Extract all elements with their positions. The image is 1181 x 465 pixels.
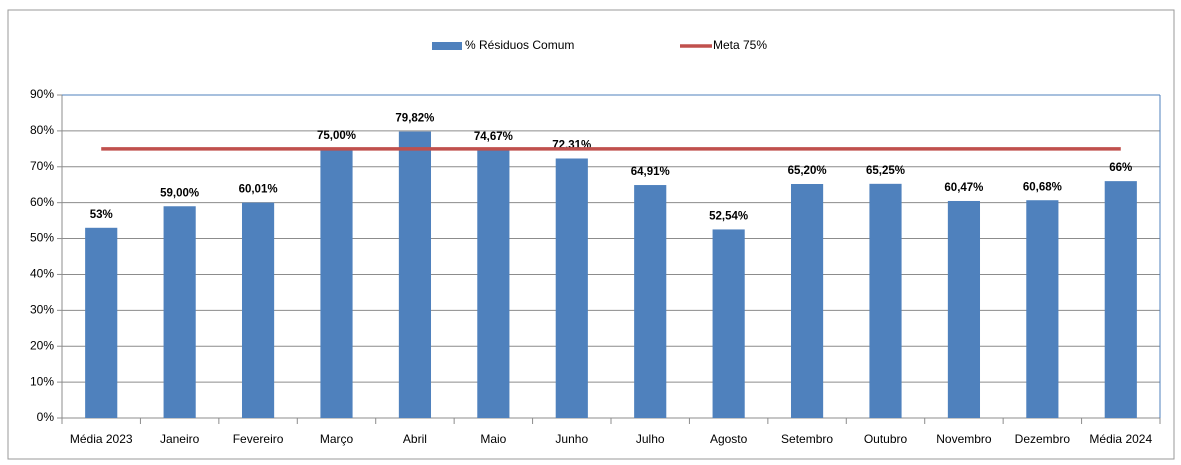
bar: [1026, 200, 1059, 418]
value-label: 66%: [1109, 162, 1132, 174]
bar: [398, 131, 432, 418]
value-label: 60,47%: [944, 182, 983, 194]
x-tick-label: Outubro: [864, 432, 908, 446]
y-tick-label: 40%: [30, 267, 54, 281]
x-tick-label: Dezembro: [1015, 432, 1071, 446]
value-label: 65,25%: [866, 165, 905, 177]
x-tick-label: Fevereiro: [233, 432, 284, 446]
y-tick-label: 80%: [30, 123, 54, 137]
value-label: 60,68%: [1023, 181, 1062, 193]
y-tick-label: 0%: [37, 410, 55, 424]
bar: [555, 158, 588, 419]
legend-swatch: [432, 42, 462, 50]
y-tick-label: 70%: [30, 159, 54, 173]
x-tick-label: Julho: [636, 432, 665, 446]
bar: [163, 206, 196, 418]
bar: [634, 185, 667, 418]
y-tick-label: 10%: [30, 374, 54, 388]
y-tick-label: 50%: [30, 231, 54, 245]
x-tick-label: Média 2024: [1089, 432, 1152, 446]
bar: [790, 184, 824, 418]
x-tick-label: Junho: [555, 432, 588, 446]
value-label: 60,01%: [239, 184, 278, 196]
bar: [320, 148, 353, 419]
bar: [85, 227, 118, 418]
bar: [241, 202, 275, 418]
value-label: 59,00%: [160, 187, 199, 199]
x-tick-label: Agosto: [710, 432, 748, 446]
y-tick-label: 90%: [30, 87, 54, 101]
x-tick-label: Abril: [403, 432, 427, 446]
value-label: 52,54%: [709, 210, 748, 222]
bar: [1104, 181, 1137, 418]
x-tick-label: Maio: [480, 432, 506, 446]
value-label: 65,20%: [788, 165, 827, 177]
y-tick-label: 20%: [30, 338, 54, 352]
value-label: 53%: [90, 209, 113, 221]
bar: [869, 183, 902, 418]
bar: [477, 150, 510, 418]
value-label: 64,91%: [631, 166, 670, 178]
x-tick-label: Média 2023: [70, 432, 133, 446]
bar: [947, 200, 981, 418]
x-tick-label: Março: [320, 432, 354, 446]
x-tick-label: Novembro: [936, 432, 992, 446]
bar: [712, 229, 745, 418]
x-tick-label: Janeiro: [160, 432, 200, 446]
legend-label: % Résiduos Comum: [465, 38, 574, 52]
value-label: 79,82%: [395, 113, 434, 125]
value-label: 75,00%: [317, 130, 356, 142]
value-label: 74,67%: [474, 131, 513, 143]
y-tick-label: 30%: [30, 303, 54, 317]
legend-label: Meta 75%: [713, 38, 767, 52]
x-tick-label: Setembro: [781, 432, 833, 446]
y-tick-label: 60%: [30, 195, 54, 209]
